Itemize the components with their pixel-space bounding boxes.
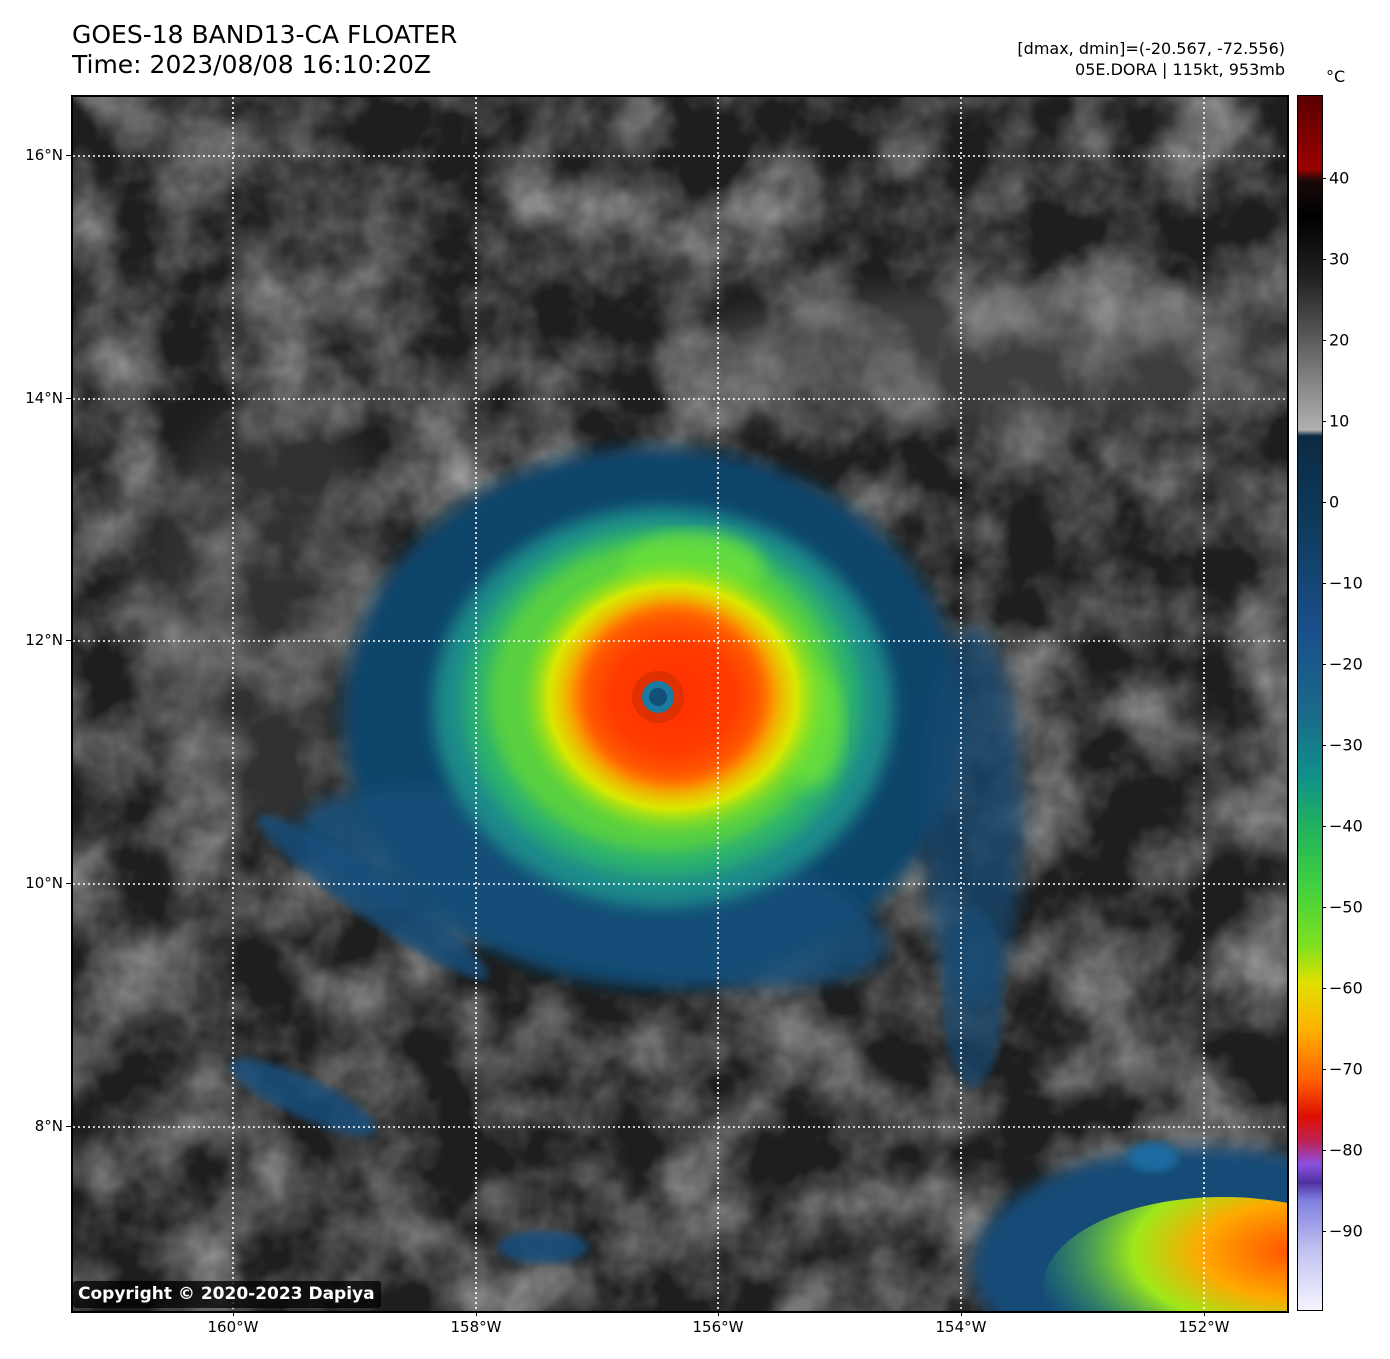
colorbar-tick [1322,340,1326,341]
colorbar-tick [1322,502,1326,503]
graticule [73,97,1287,1311]
lat-tick [66,1126,71,1127]
lon-label-160w: 160°W [207,1318,259,1336]
lon-tick [1204,1311,1205,1316]
lat-tick [66,398,71,399]
colorbar-tick [1322,907,1326,908]
colorbar-tick [1322,1231,1326,1232]
colorbar-tick-label: 10 [1329,411,1350,431]
colorbar-tick [1322,745,1326,746]
title-product: GOES-18 BAND13-CA FLOATER [72,20,458,49]
storm-info: [dmax, dmin]=(-20.567, -72.556) 05E.DORA… [1017,38,1285,80]
lat-label-8n: 8°N [34,1117,63,1135]
colorbar-tick [1322,988,1326,989]
colorbar-tick [1322,583,1326,584]
lat-label-10n: 10°N [25,874,63,892]
title-time: Time: 2023/08/08 16:10:20Z [72,50,431,79]
colorbar-tick-label: −80 [1329,1140,1363,1160]
lat-label-12n: 12°N [25,631,63,649]
colorbar-tick [1322,178,1326,179]
lat-label-16n: 16°N [25,146,63,164]
colorbar-tick-label: −20 [1329,654,1363,674]
temperature-colorbar [1297,95,1323,1311]
colorbar-tick-label: 40 [1329,168,1350,188]
colorbar-tick [1322,1150,1326,1151]
storm-name-intensity: 05E.DORA | 115kt, 953mb [1075,60,1285,79]
colorbar-tick-label: −30 [1329,735,1363,755]
colorbar-tick [1322,664,1326,665]
colorbar-tick-label: 0 [1329,492,1340,512]
lat-label-14n: 14°N [25,389,63,407]
colorbar-tick-label: −10 [1329,573,1363,593]
lon-label-152w: 152°W [1178,1318,1230,1336]
colorbar-tick-label: −70 [1329,1059,1363,1079]
dmax-dmin-text: [dmax, dmin]=(-20.567, -72.556) [1017,39,1285,58]
lon-tick [961,1311,962,1316]
map-title: GOES-18 BAND13-CA FLOATER Time: 2023/08/… [72,20,457,80]
colorbar-tick-label: −60 [1329,978,1363,998]
lon-label-156w: 156°W [692,1318,744,1336]
colorbar-tick [1322,421,1326,422]
colorbar-unit: °C [1326,67,1346,86]
colorbar-tick-label: −50 [1329,897,1363,917]
colorbar-tick-label: 30 [1329,249,1350,269]
colorbar-tick-label: −90 [1329,1221,1363,1241]
lon-tick [718,1311,719,1316]
lon-tick [233,1311,234,1316]
lat-tick [66,155,71,156]
lon-tick [476,1311,477,1316]
colorbar-tick [1322,1069,1326,1070]
lon-label-154w: 154°W [935,1318,987,1336]
satellite-map [71,95,1289,1313]
lat-tick [66,640,71,641]
colorbar-tick [1322,826,1326,827]
lon-label-158w: 158°W [450,1318,502,1336]
colorbar-tick-label: 20 [1329,330,1350,350]
colorbar-tick [1322,259,1326,260]
lat-tick [66,883,71,884]
copyright-notice: Copyright © 2020-2023 Dapiya [73,1281,381,1308]
colorbar-tick-label: −40 [1329,816,1363,836]
